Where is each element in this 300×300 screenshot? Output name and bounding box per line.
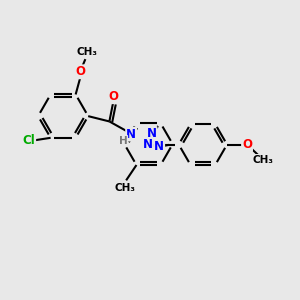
Text: CH₃: CH₃ <box>114 183 135 193</box>
Text: Cl: Cl <box>22 134 35 147</box>
Text: N: N <box>146 127 157 140</box>
Text: O: O <box>108 90 118 103</box>
Text: N: N <box>126 128 136 141</box>
Text: O: O <box>242 138 252 151</box>
Text: N: N <box>143 138 153 151</box>
Text: CH₃: CH₃ <box>252 155 273 165</box>
Text: N: N <box>154 140 164 153</box>
Text: H: H <box>118 136 127 146</box>
Text: CH₃: CH₃ <box>77 47 98 57</box>
Text: O: O <box>75 65 85 78</box>
